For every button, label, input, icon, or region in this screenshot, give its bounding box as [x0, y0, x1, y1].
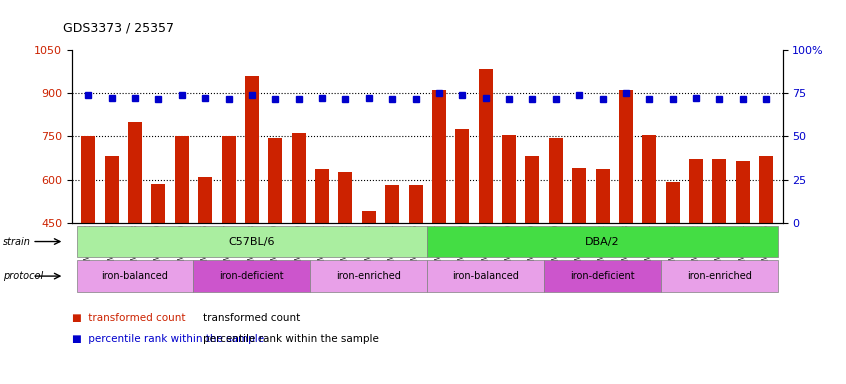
- Bar: [619, 90, 633, 352]
- Text: ■  percentile rank within the sample: ■ percentile rank within the sample: [72, 334, 264, 344]
- Text: iron-balanced: iron-balanced: [102, 271, 168, 281]
- Bar: [549, 138, 563, 352]
- Bar: [642, 135, 656, 352]
- Bar: [338, 172, 353, 352]
- Text: DBA/2: DBA/2: [585, 237, 620, 247]
- Bar: [736, 161, 750, 352]
- Text: iron-enriched: iron-enriched: [687, 271, 752, 281]
- Text: C57BL/6: C57BL/6: [228, 237, 275, 247]
- Bar: [666, 182, 679, 352]
- Bar: [385, 185, 399, 352]
- Text: iron-balanced: iron-balanced: [453, 271, 519, 281]
- Text: ■  transformed count: ■ transformed count: [72, 313, 185, 323]
- Bar: [128, 122, 142, 352]
- Bar: [525, 157, 540, 352]
- Text: protocol: protocol: [3, 271, 43, 281]
- Text: percentile rank within the sample: percentile rank within the sample: [203, 334, 379, 344]
- Bar: [315, 169, 329, 352]
- Text: iron-deficient: iron-deficient: [220, 271, 284, 281]
- Bar: [759, 157, 773, 352]
- Bar: [455, 129, 470, 352]
- Text: GDS3373 / 25357: GDS3373 / 25357: [63, 22, 174, 35]
- Bar: [81, 136, 96, 352]
- Bar: [712, 159, 727, 352]
- Text: iron-deficient: iron-deficient: [570, 271, 634, 281]
- Bar: [432, 90, 446, 352]
- Text: transformed count: transformed count: [203, 313, 300, 323]
- Bar: [222, 136, 235, 352]
- Bar: [244, 76, 259, 352]
- Bar: [105, 157, 118, 352]
- Bar: [689, 159, 703, 352]
- Bar: [198, 177, 212, 352]
- Bar: [292, 134, 305, 352]
- Text: iron-enriched: iron-enriched: [337, 271, 401, 281]
- Bar: [572, 168, 586, 352]
- Bar: [151, 184, 166, 352]
- Bar: [268, 138, 283, 352]
- Bar: [502, 135, 516, 352]
- Bar: [175, 136, 189, 352]
- Bar: [479, 69, 492, 352]
- Text: strain: strain: [3, 237, 30, 247]
- Bar: [596, 169, 610, 352]
- Bar: [362, 211, 376, 352]
- Bar: [409, 185, 422, 352]
